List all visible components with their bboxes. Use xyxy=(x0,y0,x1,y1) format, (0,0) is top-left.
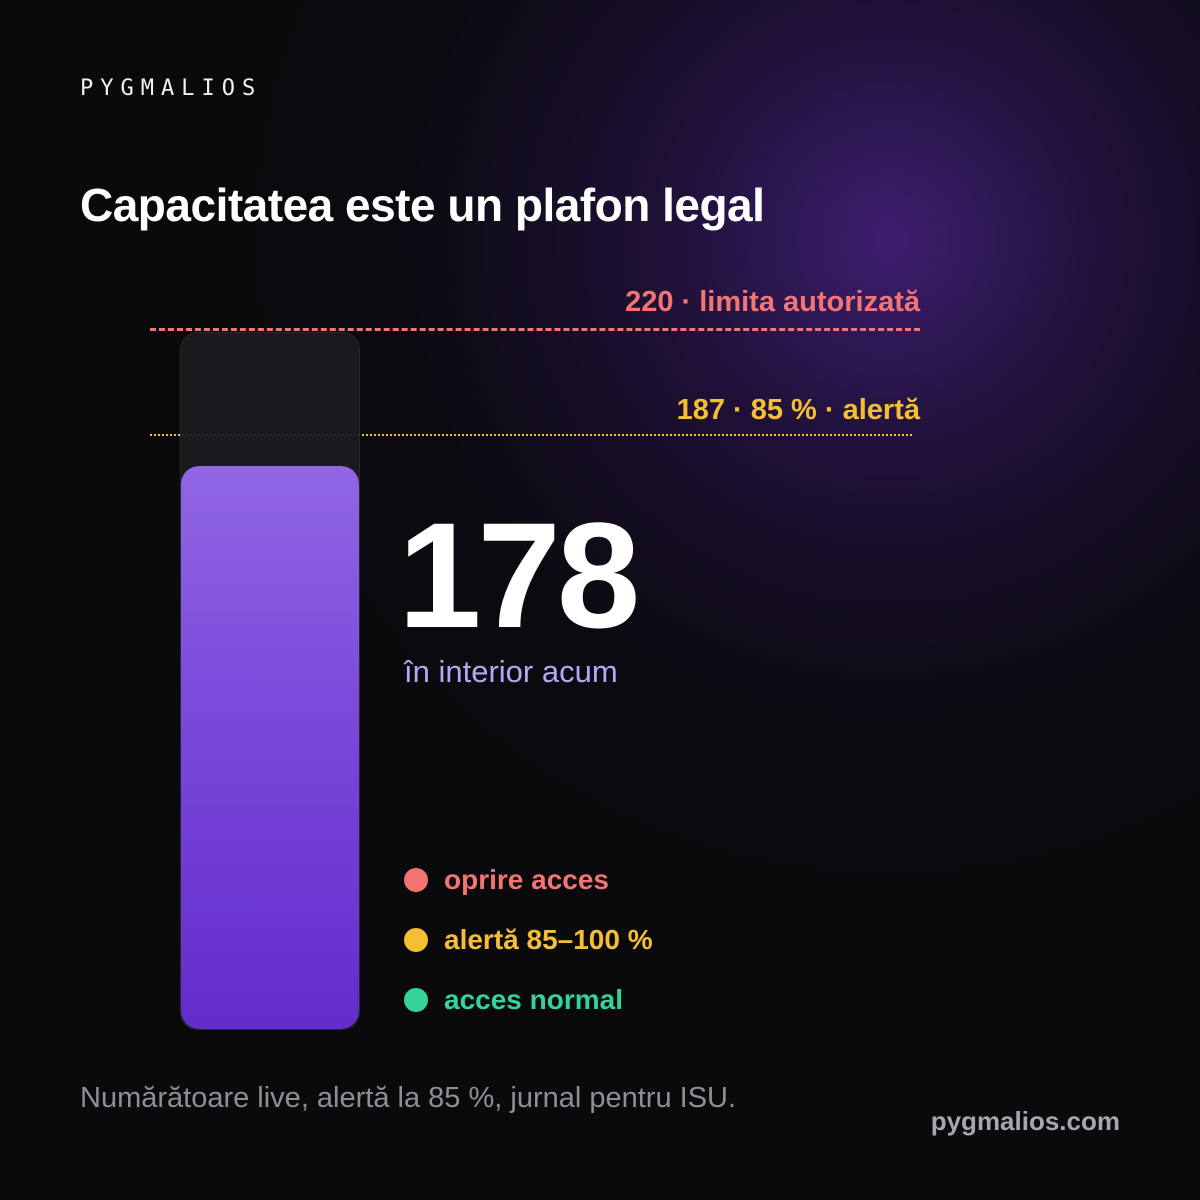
yellow-dot-icon xyxy=(404,928,428,952)
legend-item-stop: oprire acces xyxy=(404,850,653,910)
occupancy-caption: în interior acum xyxy=(404,654,618,689)
limit-label: 220 · limita autorizată xyxy=(625,286,920,318)
limit-line xyxy=(150,328,920,331)
legend-label: acces normal xyxy=(444,984,623,1015)
occupancy-count: 178 xyxy=(398,491,640,659)
capacity-gauge-track xyxy=(180,332,360,1030)
legend-label: oprire acces xyxy=(444,864,609,895)
legend-item-normal: acces normal xyxy=(404,970,653,1030)
footnote: Numărătoare live, alertă la 85 %, jurnal… xyxy=(80,1082,737,1114)
red-dot-icon xyxy=(404,868,428,892)
legend-label: alertă 85–100 % xyxy=(444,924,653,955)
page-title: Capacitatea este un plafon legal xyxy=(80,179,765,231)
website-link[interactable]: pygmalios.com xyxy=(930,1106,1120,1136)
status-legend: oprire acces alertă 85–100 % acces norma… xyxy=(404,850,653,1030)
alert-threshold-line xyxy=(150,434,912,436)
brand-logo: PYGMALIOS xyxy=(80,76,263,101)
legend-item-alert: alertă 85–100 % xyxy=(404,910,653,970)
capacity-gauge-fill xyxy=(181,465,359,1029)
green-dot-icon xyxy=(404,988,428,1012)
alert-threshold-label: 187 · 85 % · alertă xyxy=(676,394,920,426)
